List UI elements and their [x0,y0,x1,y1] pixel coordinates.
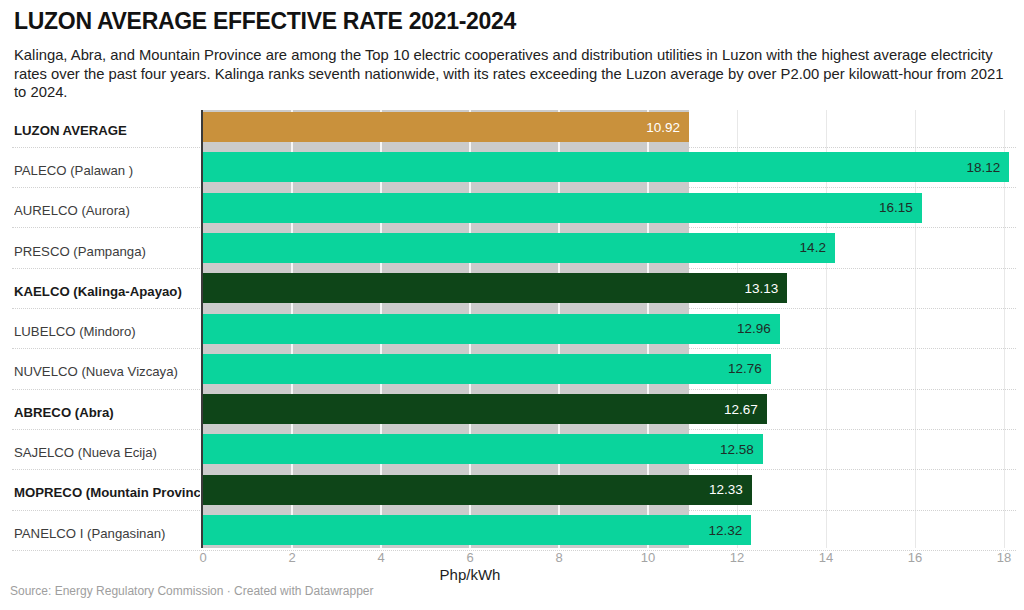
x-tick-label: 16 [908,550,922,565]
row-label: SAJELCO (Nueva Ecija) [14,432,200,472]
row-label: PANELCO I (Pangasinan) [14,513,200,553]
bar: 12.76 [203,354,771,384]
row-label: KAELCO (Kalinga-Apayao) [14,271,200,311]
bar-value-label: 12.58 [720,442,763,457]
row-label: NUVELCO (Nueva Vizcaya) [14,352,200,392]
row-label: LUZON AVERAGE [14,110,200,150]
row-label: LUBELCO (Mindoro) [14,312,200,352]
x-tick-label: 10 [641,550,655,565]
row-label: MOPRECO (Mountain Province) [14,473,200,513]
chart-title: LUZON AVERAGE EFFECTIVE RATE 2021-2024 [14,8,516,35]
bar-value-label: 18.12 [967,160,1010,175]
x-tick-label: 4 [377,550,384,565]
bar-value-label: 16.15 [879,200,922,215]
axis-baseline [201,110,203,548]
x-tick-label: 14 [819,550,833,565]
bar-value-label: 12.33 [709,482,752,497]
bar: 10.92 [203,112,689,142]
bar-value-label: 12.76 [728,361,771,376]
x-tick-label: 0 [199,550,206,565]
bar-value-label: 12.32 [708,523,751,538]
datawrapper-chart-page: { "header": { "title": "LUZON AVERAGE EF… [0,0,1024,610]
row-label: PALECO (Palawan ) [14,150,200,190]
bar: 12.67 [203,394,767,424]
bar: 18.12 [203,152,1009,182]
bar: 12.33 [203,475,752,505]
plot-area: LUZON AVERAGE 10.92 PALECO (Palawan ) 18.12… [0,110,1024,548]
bar: 14.2 [203,233,835,263]
row-separator [12,550,1016,551]
chart-description: Kalinga, Abra, and Mountain Province are… [14,46,1016,102]
bar-value-label: 10.92 [646,120,689,135]
row-label: PRESCO (Pampanga) [14,231,200,271]
x-tick-label: 6 [466,550,473,565]
source-attribution: Source: Energy Regulatory Commission · C… [10,584,374,598]
bar: 12.58 [203,434,763,464]
bar: 13.13 [203,273,787,303]
bar-value-label: 13.13 [744,281,787,296]
bar: 16.15 [203,193,922,223]
bar-value-label: 12.96 [737,321,780,336]
x-tick-label: 18 [997,550,1011,565]
bar: 12.96 [203,314,780,344]
x-tick-label: 12 [730,550,744,565]
x-tick-label: 8 [555,550,562,565]
row-label: AURELCO (Aurora) [14,191,200,231]
bar-value-label: 14.2 [800,240,835,255]
x-tick-label: 2 [288,550,295,565]
x-axis-label: Php/kWh [0,566,940,583]
row-label: ABRECO (Abra) [14,392,200,432]
bar-value-label: 12.67 [724,402,767,417]
bar: 12.32 [203,515,751,545]
x-axis: 0 2 4 6 8 10 12 14 16 18 [0,550,1024,566]
